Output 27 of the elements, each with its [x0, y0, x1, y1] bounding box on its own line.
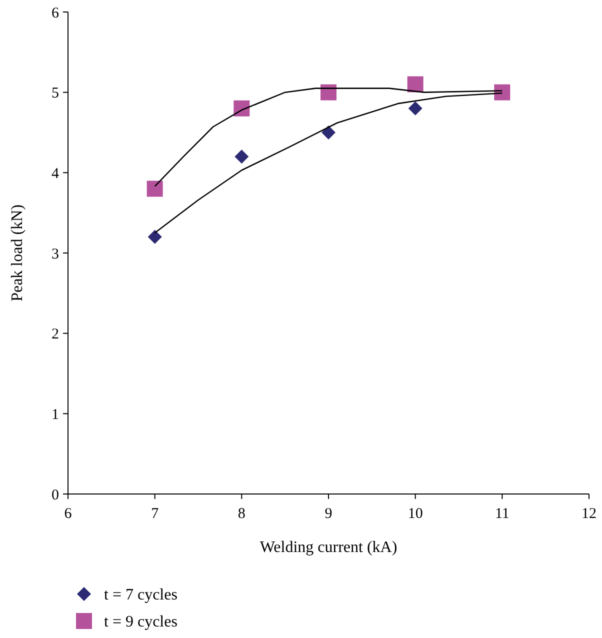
point [234, 100, 250, 116]
y-tick-label: 3 [52, 246, 59, 262]
x-tick-label: 12 [582, 506, 596, 522]
point [407, 76, 424, 92]
legend-label: t = 7 cycles [104, 586, 178, 604]
legend-label: t = 9 cycles [104, 614, 178, 631]
x-tick-label: 10 [408, 506, 423, 522]
x-tick-label: 6 [64, 506, 72, 522]
y-tick-label: 0 [52, 487, 59, 504]
point [320, 84, 336, 100]
x-tick-label: 11 [494, 506, 510, 522]
y-axis-title: Peak load (kN) [9, 204, 26, 302]
y-tick-label: 6 [52, 5, 60, 22]
point [234, 150, 249, 164]
x-tick-label: 7 [151, 506, 160, 522]
y-tick-label: 2 [52, 326, 59, 343]
x-tick-label: 9 [324, 506, 332, 522]
point [146, 180, 163, 197]
y-tick-label: 1 [52, 406, 59, 423]
y-tick-label: 4 [52, 166, 60, 182]
x-axis-title: Welding current (kA) [260, 539, 398, 556]
x-tick-label: 8 [238, 506, 246, 522]
point [148, 230, 162, 244]
y-tick-label: 5 [52, 86, 59, 102]
point [494, 84, 510, 100]
point [322, 126, 336, 140]
point [408, 101, 422, 116]
